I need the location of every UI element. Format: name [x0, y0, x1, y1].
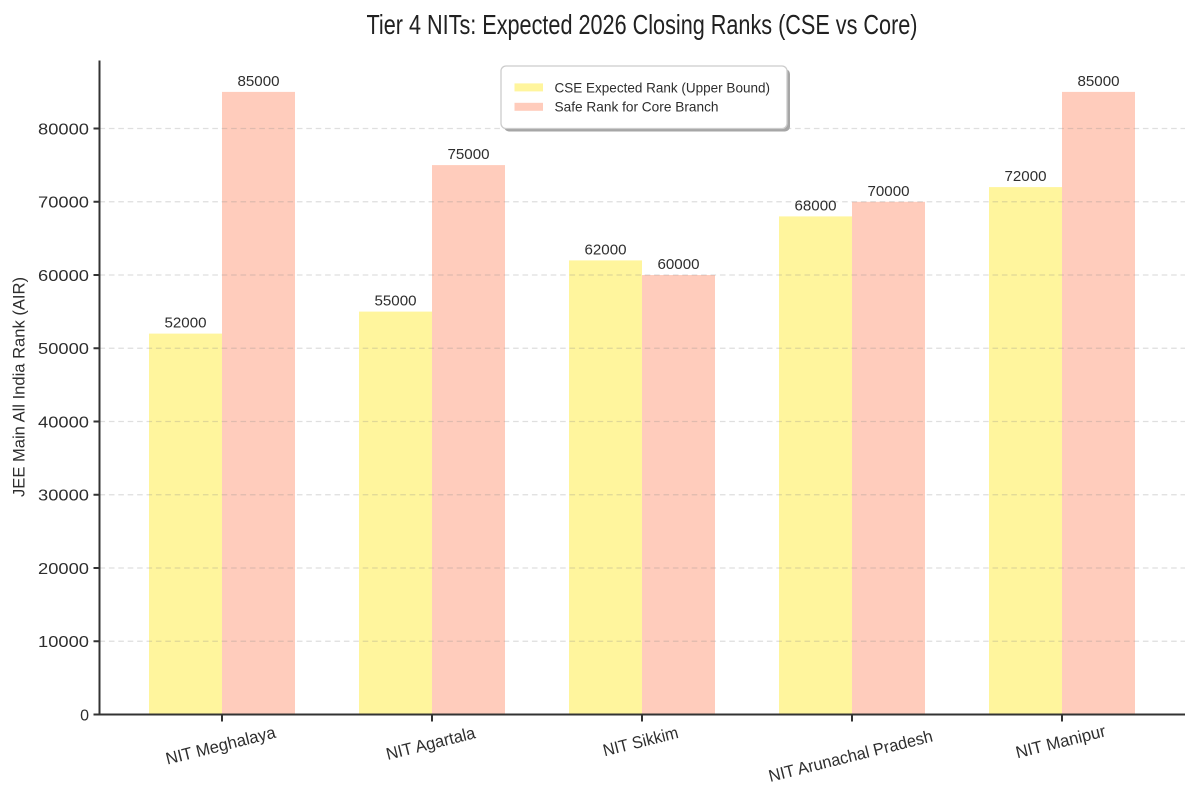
svg-text:55000: 55000 [375, 293, 417, 310]
svg-text:10000: 10000 [38, 634, 89, 651]
svg-text:Safe Rank for Core Branch: Safe Rank for Core Branch [555, 99, 719, 115]
svg-text:75000: 75000 [448, 146, 490, 163]
svg-text:62000: 62000 [585, 241, 627, 258]
svg-text:CSE Expected Rank (Upper Bound: CSE Expected Rank (Upper Bound) [555, 79, 771, 95]
svg-text:85000: 85000 [1078, 73, 1120, 90]
svg-text:70000: 70000 [38, 195, 89, 212]
svg-text:52000: 52000 [165, 315, 207, 332]
svg-text:JEE Main All India Rank (AIR): JEE Main All India Rank (AIR) [10, 277, 29, 497]
svg-text:70000: 70000 [868, 183, 910, 200]
svg-text:72000: 72000 [1005, 168, 1047, 185]
svg-text:60000: 60000 [38, 268, 89, 285]
svg-text:60000: 60000 [658, 256, 700, 273]
svg-text:0: 0 [80, 707, 89, 724]
svg-text:Tier 4 NITs: Expected 2026 Clo: Tier 4 NITs: Expected 2026 Closing Ranks… [367, 9, 918, 40]
svg-text:20000: 20000 [38, 561, 89, 578]
svg-text:68000: 68000 [795, 197, 837, 214]
svg-text:85000: 85000 [238, 73, 280, 90]
svg-text:80000: 80000 [38, 121, 89, 138]
svg-text:50000: 50000 [38, 341, 89, 358]
svg-text:30000: 30000 [38, 488, 89, 505]
svg-text:40000: 40000 [38, 414, 89, 431]
